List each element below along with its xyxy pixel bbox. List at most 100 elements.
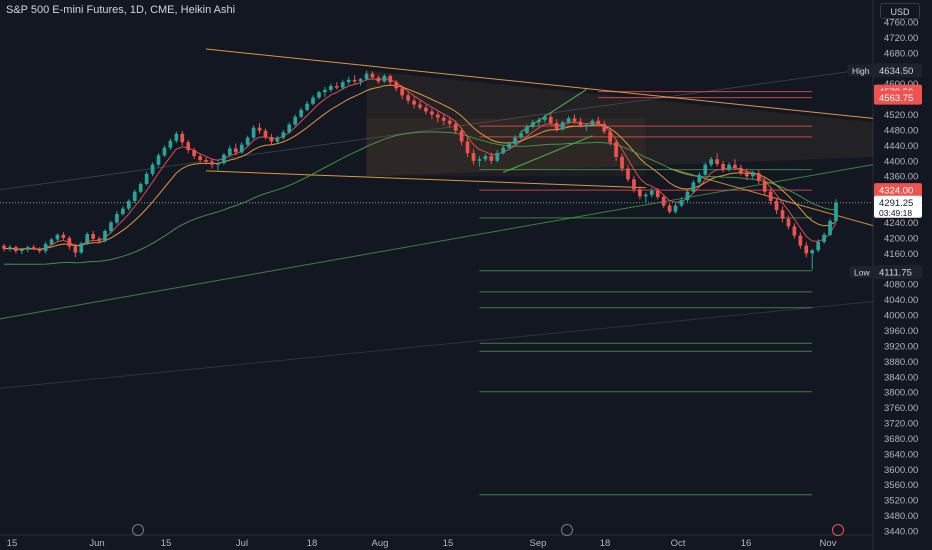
sma-slow-line [3, 131, 837, 265]
candle-body [697, 174, 702, 183]
x-tick-label: 15 [443, 538, 454, 549]
candle-body [667, 205, 672, 212]
y-tick-label: 3920.00 [884, 341, 918, 352]
price-labels: High4634.504579.504563.754324.004291.250… [848, 63, 922, 279]
high-price-label-bg [874, 63, 922, 78]
candle-body [756, 173, 761, 181]
x-tick-label: Oct [671, 538, 686, 549]
y-tick-label: 3720.00 [884, 419, 918, 430]
candle-body [745, 172, 749, 177]
candle-body [31, 247, 36, 250]
candle-body [430, 111, 434, 115]
y-tick-label: 4720.00 [884, 33, 918, 44]
candle-body [459, 130, 464, 142]
y-tick-label: 4760.00 [884, 18, 918, 29]
y-tick-label: 3480.00 [884, 511, 918, 522]
y-tick-label: 3880.00 [884, 357, 918, 368]
candle-body [709, 159, 714, 165]
candle-body [2, 245, 6, 249]
candle-body [554, 123, 559, 130]
y-tick-label: 4080.00 [884, 280, 918, 291]
candle-body [376, 77, 381, 82]
candle-body [507, 143, 511, 148]
y-tick-label: 4240.00 [884, 218, 918, 229]
candle-body [816, 241, 821, 251]
candle-body [132, 191, 137, 201]
candle-body [560, 122, 565, 130]
candle-body [263, 130, 268, 137]
candle-body [115, 214, 119, 223]
candle-body [661, 197, 666, 206]
candle-body [400, 88, 405, 96]
candle-body [614, 142, 618, 157]
candle-body [317, 92, 321, 98]
low-tag-bg [850, 265, 876, 278]
horizontal-levels [0, 91, 873, 496]
candle-body [679, 200, 684, 206]
x-tick-label: Jul [236, 538, 248, 549]
candle-body [121, 208, 125, 215]
candle-body [792, 226, 797, 236]
candle-body [810, 250, 815, 254]
candle-body [774, 200, 779, 211]
candle-body [227, 148, 232, 155]
currency-button[interactable]: USD [880, 3, 920, 19]
candle-body [673, 205, 678, 212]
candle-body [257, 127, 262, 131]
low-price-label-bg [874, 264, 922, 279]
last-price-bg [874, 195, 922, 218]
candle-body [465, 141, 470, 154]
candle-body [150, 164, 155, 174]
candle-body [578, 121, 583, 127]
ema-fast-line [3, 77, 837, 251]
candle-body [822, 234, 826, 242]
candle-body [424, 107, 428, 112]
candle-body [537, 119, 541, 123]
candle-body [37, 249, 42, 252]
candle-body [638, 189, 642, 197]
candle-body [513, 137, 517, 144]
chart-zones [366, 70, 873, 177]
candle-body [55, 234, 60, 240]
candle-body [572, 118, 577, 122]
candle-body [329, 86, 333, 90]
y-tick-label: 3960.00 [884, 326, 918, 337]
channel-zone-shade [366, 70, 873, 177]
high-price-label-text: 4634.50 [879, 66, 913, 77]
candle-body [180, 133, 185, 143]
candle-body [632, 179, 636, 190]
candle-body [750, 173, 755, 177]
long-trend-line-lower [0, 301, 874, 389]
candle-body [620, 156, 624, 169]
candle-body [388, 75, 393, 83]
candle-body [584, 124, 589, 127]
y-tick-label: 3560.00 [884, 480, 918, 491]
candle-body [311, 97, 315, 104]
candle-body [269, 136, 274, 142]
candle-body [447, 120, 452, 124]
candle-body [162, 147, 167, 156]
y-tick-label: 4360.00 [884, 172, 918, 183]
candle-body [174, 133, 179, 141]
candle-body [192, 150, 197, 157]
candle-body [501, 147, 506, 154]
candle-body [14, 247, 18, 252]
candle-body [43, 244, 48, 252]
y-tick-label: 4040.00 [884, 295, 918, 306]
candle-body [144, 173, 149, 184]
event-marker-icon [561, 524, 573, 536]
candle-body [334, 86, 339, 88]
x-tick-label: 18 [600, 538, 611, 549]
candle-body [138, 183, 143, 192]
candle-body [168, 140, 173, 148]
y-tick-label: 4000.00 [884, 311, 918, 322]
candle-body [804, 245, 809, 254]
candle-body [828, 220, 832, 235]
candle-body [643, 194, 648, 197]
candle-body [834, 202, 838, 221]
candle-body [495, 153, 500, 161]
candle-body [626, 168, 630, 180]
candle-body [649, 190, 654, 195]
candle-body [435, 114, 440, 118]
